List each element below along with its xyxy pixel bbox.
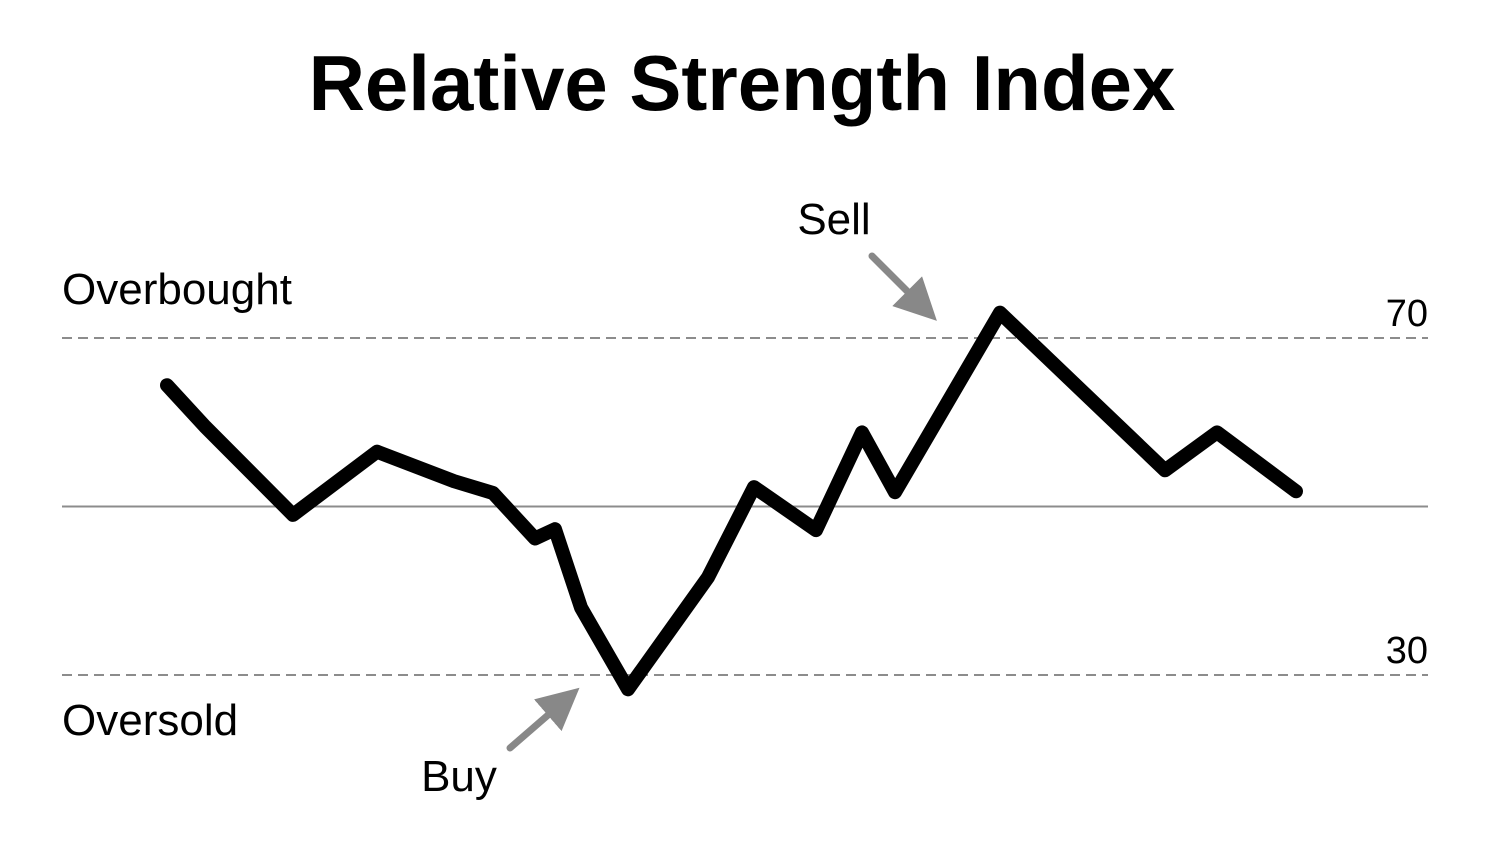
- rsi-series-line: [160, 305, 1303, 697]
- overbought-label: Overbought: [62, 265, 292, 314]
- sell-arrow-icon: [868, 252, 937, 321]
- oversold-label: Oversold: [62, 696, 238, 745]
- chart-title: Relative Strength Index: [308, 39, 1176, 127]
- buy-arrow-icon: [506, 687, 580, 752]
- level-label-70: 70: [1386, 293, 1428, 335]
- sell-annotation: Sell: [797, 195, 870, 244]
- buy-annotation: Buy: [421, 752, 497, 801]
- level-label-30: 30: [1386, 630, 1428, 672]
